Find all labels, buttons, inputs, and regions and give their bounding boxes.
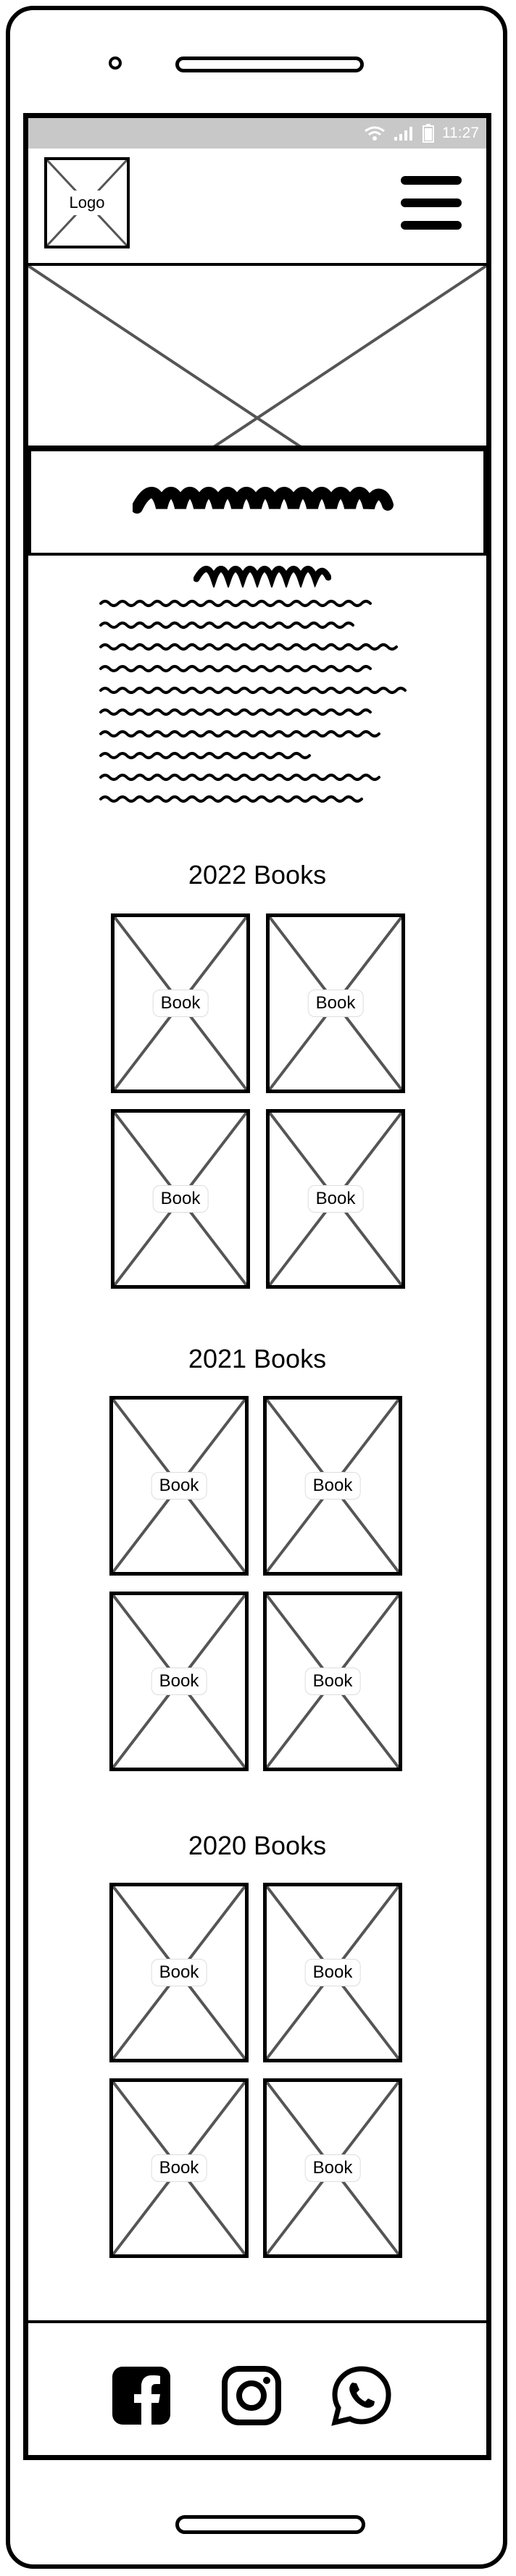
book-card[interactable]: Book — [263, 1883, 402, 2062]
book-card[interactable]: Book — [109, 1883, 249, 2062]
battery-icon — [423, 124, 434, 143]
book-card[interactable]: Book — [109, 1396, 249, 1576]
whatsapp-icon[interactable] — [331, 2365, 392, 2426]
section-title-2022: 2022 Books — [188, 860, 327, 890]
book-label: Book — [151, 1959, 207, 1986]
home-button[interactable] — [175, 2515, 365, 2534]
book-label: Book — [304, 1959, 361, 1986]
intro-heading-scribble — [194, 566, 331, 587]
facebook-icon[interactable] — [111, 2365, 172, 2426]
screen: 11:27 Logo — [23, 113, 491, 2460]
book-label: Book — [151, 1668, 207, 1695]
instagram-icon[interactable] — [221, 2365, 282, 2426]
book-card[interactable]: Book — [263, 1396, 402, 1576]
status-time: 11:27 — [442, 125, 479, 141]
book-card[interactable]: Book — [266, 1109, 405, 1289]
book-label: Book — [152, 990, 209, 1017]
book-card[interactable]: Book — [266, 913, 405, 1093]
book-card[interactable]: Book — [263, 1592, 402, 1771]
image-placeholder-icon — [28, 266, 486, 446]
header: Logo — [28, 149, 486, 257]
book-label: Book — [307, 1185, 364, 1213]
footer — [28, 2320, 486, 2455]
status-bar: 11:27 — [28, 118, 486, 149]
speaker — [175, 57, 364, 72]
book-label: Book — [304, 1472, 361, 1500]
signal-icon — [394, 127, 412, 141]
book-label: Book — [151, 1472, 207, 1500]
intro-text-scribble — [99, 600, 407, 803]
book-label: Book — [307, 990, 364, 1017]
section-title-2021: 2021 Books — [188, 1344, 327, 1373]
book-card[interactable]: Book — [109, 1592, 249, 1771]
book-label: Book — [151, 2154, 207, 2182]
book-label: Book — [304, 2154, 361, 2182]
hero-title-scribble — [133, 487, 394, 514]
hero-banner — [28, 448, 486, 556]
camera — [109, 57, 122, 70]
wifi-icon — [365, 126, 385, 141]
book-card[interactable]: Book — [111, 913, 250, 1093]
book-card[interactable]: Book — [111, 1109, 250, 1289]
book-label: Book — [304, 1668, 361, 1695]
hamburger-menu-icon[interactable] — [401, 176, 462, 230]
logo-label: Logo — [62, 191, 112, 215]
book-card[interactable]: Book — [109, 2078, 249, 2258]
book-label: Book — [152, 1185, 209, 1213]
book-card[interactable]: Book — [263, 2078, 402, 2258]
section-title-2020: 2020 Books — [188, 1831, 327, 1860]
logo[interactable]: Logo — [44, 157, 130, 248]
hero-image — [28, 263, 486, 448]
